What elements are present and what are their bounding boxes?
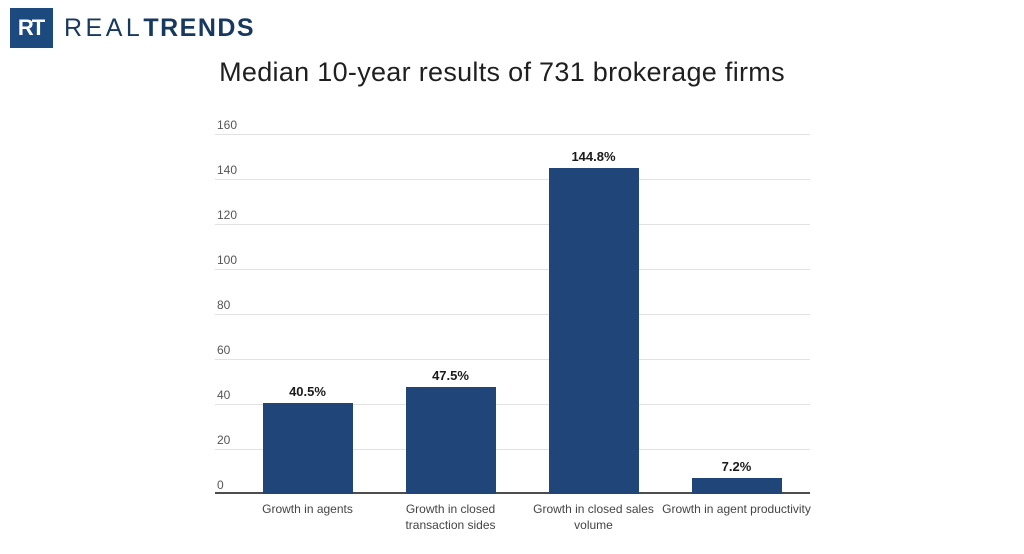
gridline [215, 134, 810, 135]
gridline [215, 269, 810, 270]
bar-value-label: 7.2% [721, 458, 752, 474]
y-tick-label: 160 [217, 118, 238, 132]
y-tick-label: 120 [217, 208, 238, 222]
gridline [215, 179, 810, 180]
bar-value-label: 47.5% [432, 368, 469, 384]
y-tick-label: 40 [217, 388, 231, 402]
realtrends-logo-icon: RT [10, 8, 53, 48]
y-tick-label: 60 [217, 343, 231, 357]
y-tick-label: 0 [217, 478, 224, 492]
y-tick-label: 100 [217, 253, 238, 267]
gridline [215, 404, 810, 405]
bar-3 [548, 168, 639, 494]
x-axis-label: Growth in closed sales volume [533, 502, 654, 533]
realtrends-brand: RT REALTRENDS [10, 8, 255, 48]
gridline [215, 314, 810, 315]
chart-title: Median 10-year results of 731 brokerage … [219, 57, 785, 87]
x-axis-label: Growth in closed transaction sides [405, 502, 496, 533]
y-tick-label: 140 [217, 163, 238, 177]
brand-name-trends: TRENDS [143, 13, 256, 42]
brand-name: REALTRENDS [64, 14, 255, 43]
plot-area: 0 20 40 60 80 100 120 140 160 40.5% Growth in agen… [215, 118, 811, 532]
logo-icon-text: RT [17, 15, 45, 40]
bar-2 [405, 387, 496, 494]
bar-chart: 0 20 40 60 80 100 120 140 160 40.5% Growth in agen… [215, 118, 815, 544]
gridline [215, 449, 810, 450]
x-axis-line [215, 492, 810, 494]
x-axis-label: Growth in agent productivity [662, 502, 811, 516]
y-tick-label: 80 [217, 298, 231, 312]
bar-value-label: 144.8% [571, 149, 616, 165]
gridline [215, 224, 810, 225]
brand-name-real: REAL [64, 13, 144, 42]
gridline [215, 359, 810, 360]
x-axis-label: Growth in agents [262, 502, 353, 516]
bar-value-label: 40.5% [289, 383, 326, 399]
y-tick-label: 20 [217, 433, 231, 447]
bar-4 [691, 477, 782, 494]
bar-1 [262, 402, 353, 494]
